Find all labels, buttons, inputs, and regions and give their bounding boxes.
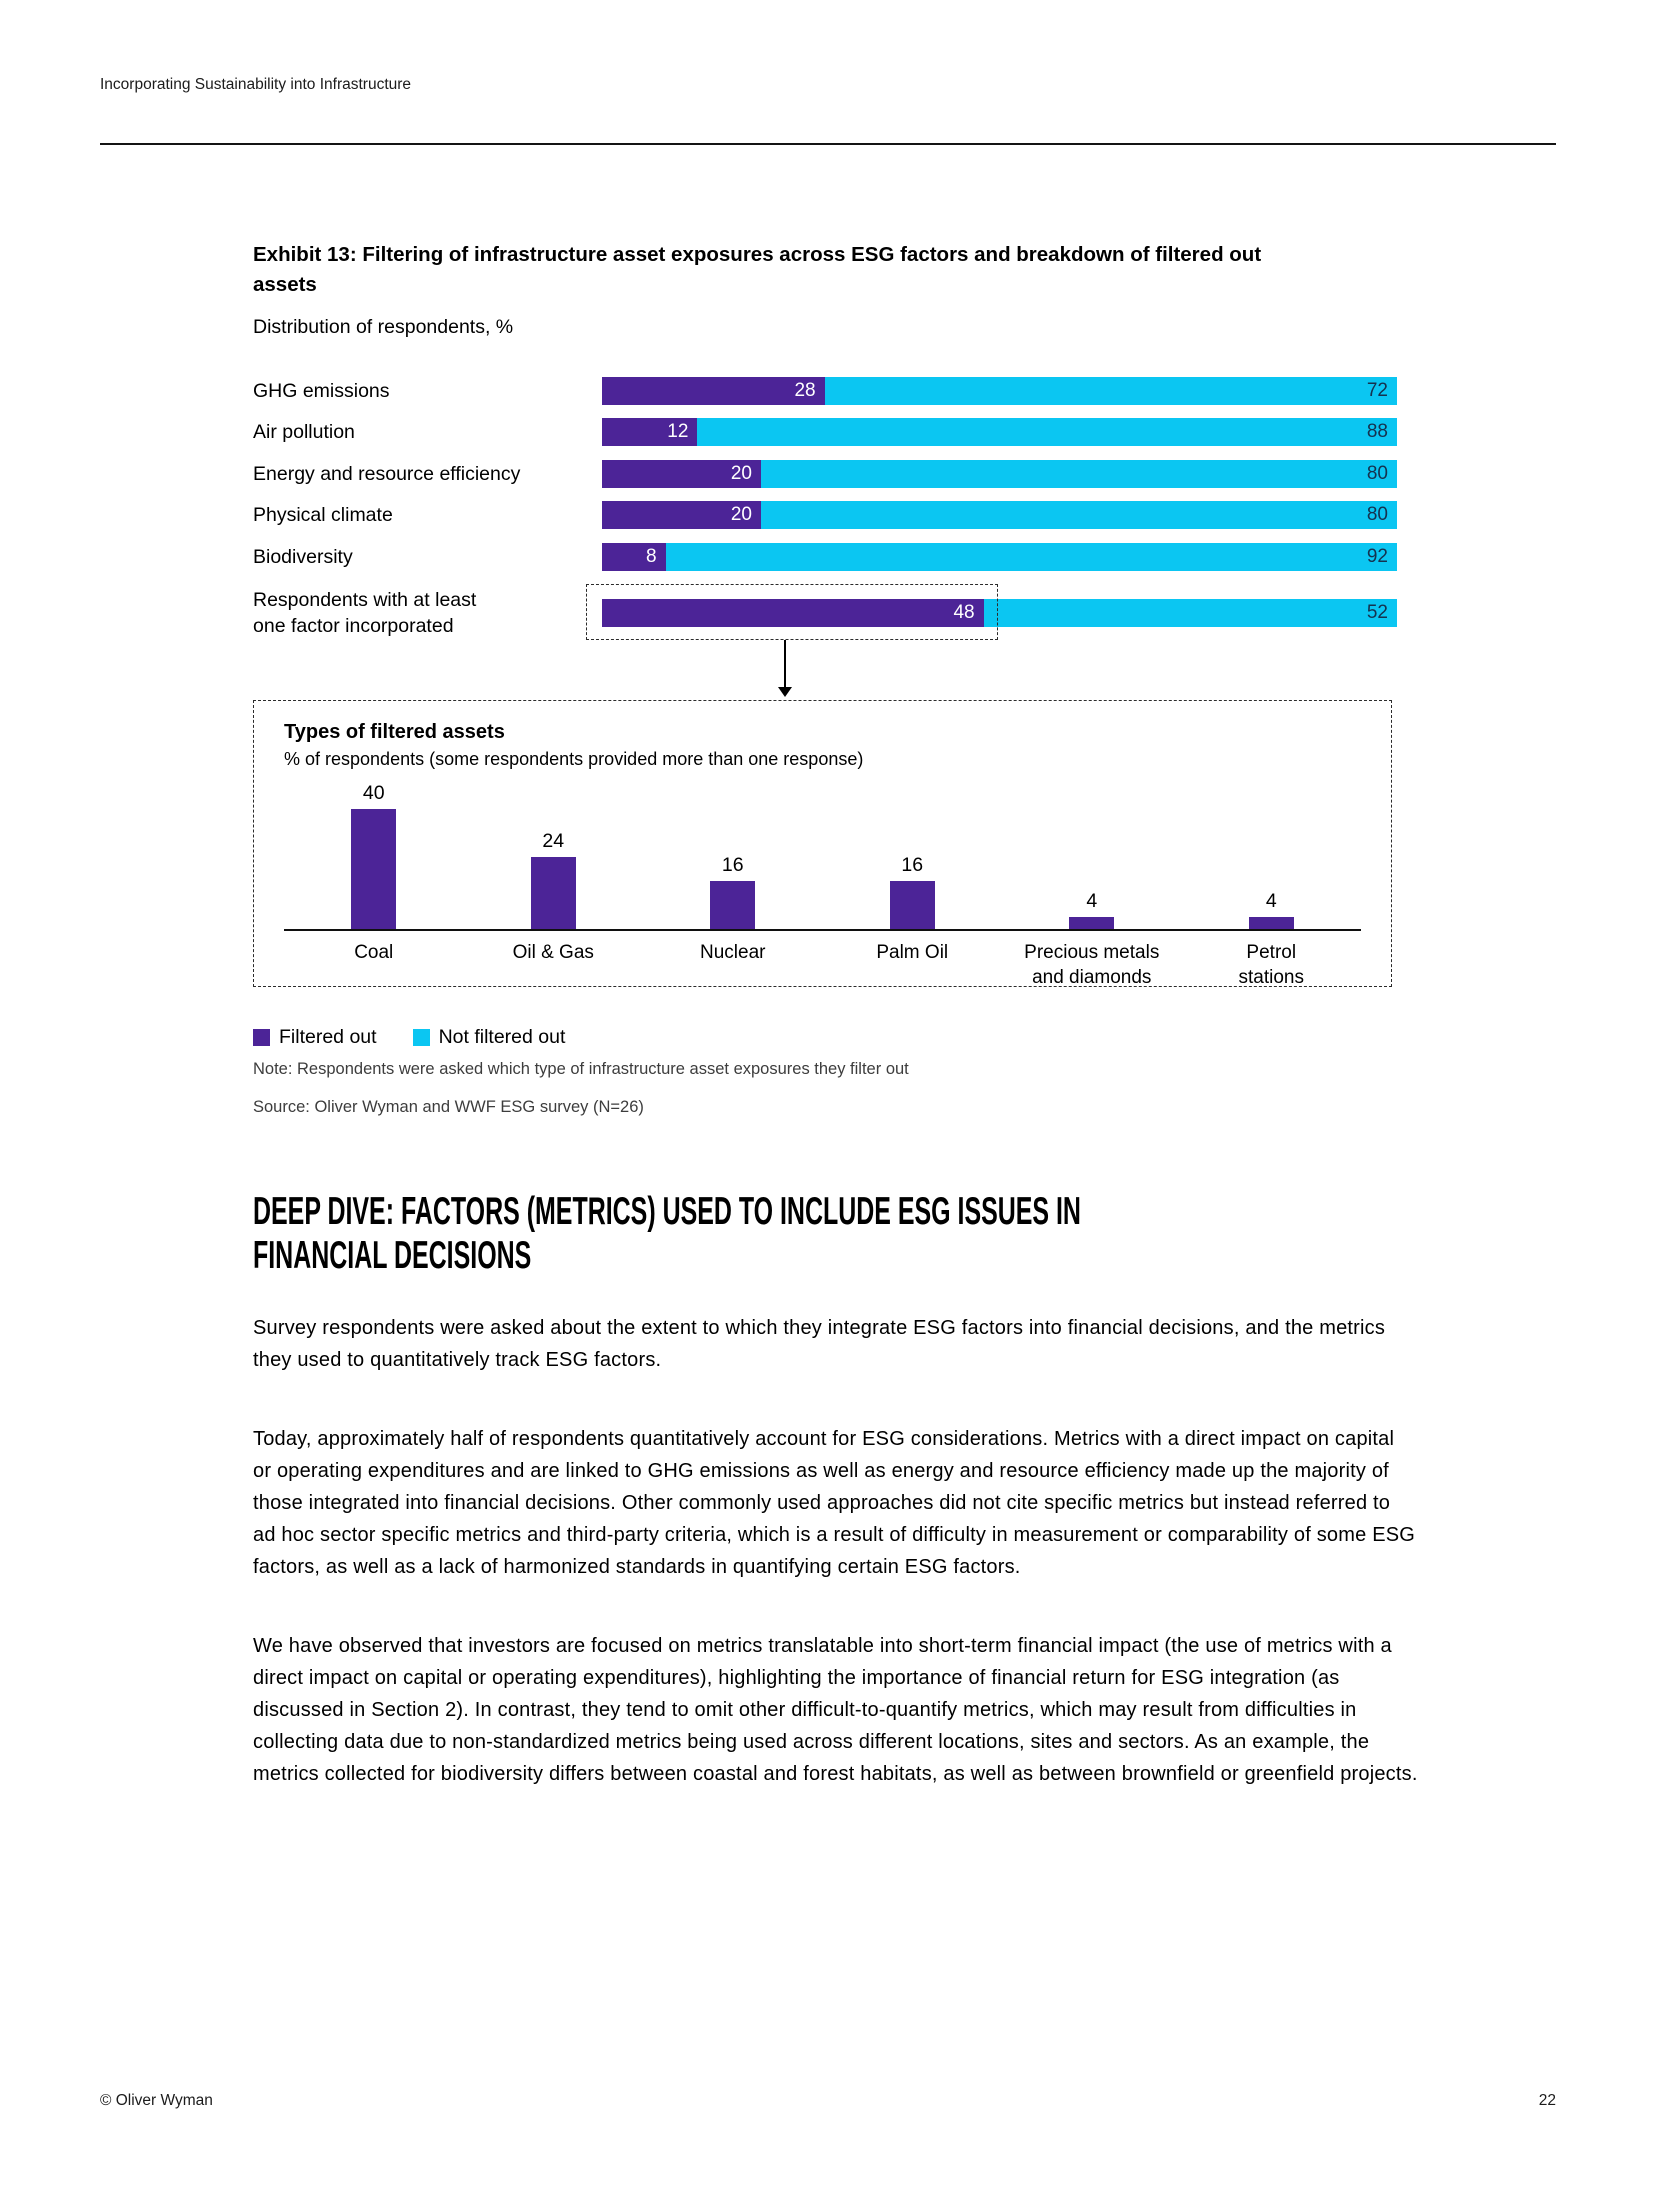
column: 4	[1182, 890, 1362, 929]
filtered-out-swatch-icon	[253, 1029, 270, 1046]
column-category-label: Nuclear	[700, 942, 766, 963]
exhibit-subtitle: Distribution of respondents, %	[253, 316, 514, 338]
paragraph: Survey respondents were asked about the …	[253, 1317, 1386, 1371]
segment-value-label: 88	[1366, 421, 1388, 443]
exhibit-title: Exhibit 13: Filtering of infrastructure …	[253, 243, 1262, 296]
stacked-bar-row: Energy and resource efficiency 20 80	[253, 453, 1397, 495]
exhibit-source: Source: Oliver Wyman and WWF ESG survey …	[253, 1098, 644, 1116]
column: 4	[1002, 890, 1182, 929]
column-value-label: 40	[362, 782, 385, 804]
column: 40	[284, 782, 464, 929]
not-filtered-out-segment: 88	[697, 418, 1397, 447]
not-filtered-out-segment: 72	[824, 376, 1397, 405]
segment-value-label: 20	[730, 462, 752, 484]
legend-item-filtered-out: Filtered out	[253, 1026, 377, 1049]
segment-value-label: 72	[1366, 379, 1388, 401]
segment-value-label: 52	[1366, 601, 1388, 623]
segment-value-label: 48	[953, 601, 975, 623]
section-heading: DEEP DIVE: FACTORS (METRICS) USED TO INC…	[253, 1190, 1081, 1278]
column-category-label: Precious metals and diamonds	[1024, 942, 1160, 988]
row-label: Energy and resource efficiency	[253, 462, 521, 485]
column-value-label: 24	[542, 830, 565, 852]
filtered-out-segment: 48	[602, 598, 984, 627]
stacked-bar-chart: GHG emissions 28 72 Air pollution 12 88 Energy…	[253, 370, 1397, 640]
segment-value-label: 80	[1366, 462, 1388, 484]
row-track: 12 88	[602, 418, 1397, 447]
column-chart-labels: Coal Oil & Gas Nuclear Palm Oil Precious met…	[284, 931, 1361, 990]
filtered-assets-box: Types of filtered assets % of respondent…	[253, 700, 1392, 990]
footer-page-number: 22	[1538, 2092, 1556, 2109]
paragraph: We have observed that investors are focu…	[253, 1635, 1418, 1785]
column-value-label: 4	[1265, 890, 1277, 912]
row-track: 28 72	[602, 376, 1397, 405]
stacked-bar-row: Air pollution 12 88	[253, 412, 1397, 454]
arrow-down-connector	[784, 640, 786, 688]
column-value-label: 16	[901, 854, 924, 876]
segment-value-label: 80	[1366, 504, 1388, 526]
not-filtered-out-segment: 80	[761, 501, 1397, 530]
column-category-label: Petrol stations	[1238, 942, 1304, 988]
paragraph: Today, approximately half of respondents…	[253, 1428, 1416, 1578]
column-bar	[1069, 917, 1115, 929]
segment-value-label: 28	[794, 379, 816, 401]
column-category-label: Palm Oil	[876, 942, 949, 963]
stacked-bar-row: Physical climate 20 80	[253, 495, 1397, 537]
segment-value-label: 92	[1366, 545, 1388, 567]
inner-chart-subtitle: % of respondents (some respondents provi…	[284, 749, 864, 769]
not-filtered-out-segment: 92	[665, 542, 1397, 571]
column-category-label: Oil & Gas	[512, 942, 594, 963]
row-track: 48 52	[586, 583, 1397, 640]
not-filtered-out-segment: 80	[761, 459, 1397, 488]
column-value-label: 4	[1086, 890, 1098, 912]
not-filtered-out-segment: 52	[983, 598, 1397, 627]
column-value-label: 16	[721, 854, 744, 876]
column-category-label: Coal	[354, 942, 394, 963]
legend-item-not-filtered-out: Not filtered out	[412, 1026, 566, 1049]
arrow-down-icon	[778, 687, 792, 697]
column-bar	[710, 881, 756, 929]
column-bar	[351, 809, 397, 929]
column-bar	[889, 881, 935, 929]
exhibit-note: Note: Respondents were asked which type …	[253, 1060, 909, 1078]
body-copy: Survey respondents were asked about the …	[253, 1312, 1418, 1837]
inner-chart-title: Types of filtered assets	[284, 721, 505, 743]
column-chart-bars: 40 24 16 16 4 4	[284, 782, 1361, 931]
column-bar	[1248, 917, 1294, 929]
filtered-out-segment: 20	[602, 501, 761, 530]
column: 24	[464, 830, 644, 929]
column: 16	[643, 854, 823, 929]
header-rule	[100, 143, 1556, 145]
not-filtered-out-swatch-icon	[412, 1029, 430, 1046]
row-track: 8 92	[602, 542, 1397, 571]
stacked-bar-row: GHG emissions 28 72	[253, 370, 1397, 412]
column-bar	[530, 857, 576, 929]
legend-label: Not filtered out	[438, 1026, 566, 1048]
legend-label: Filtered out	[279, 1026, 377, 1048]
filtered-out-segment: 8	[602, 542, 666, 571]
row-label: GHG emissions	[253, 379, 390, 402]
section-heading-line: FINANCIAL DECISIONS	[253, 1234, 532, 1277]
row-track: 20 80	[602, 501, 1397, 530]
row-label: Air pollution	[253, 421, 355, 444]
segment-value-label: 8	[646, 545, 657, 567]
chart-legend: Filtered out Not filtered out	[253, 1026, 565, 1049]
stacked-bar-row: Biodiversity 8 92	[253, 536, 1397, 578]
stacked-bar-row: Respondents with at least one factor inc…	[253, 583, 1397, 640]
column: 16	[823, 854, 1003, 929]
running-header: Incorporating Sustainability into Infras…	[100, 76, 412, 93]
footer-copyright: © Oliver Wyman	[100, 2092, 213, 2109]
row-label: Physical climate	[253, 504, 393, 527]
filtered-out-segment: 20	[602, 459, 761, 488]
row-label: Respondents with at least one factor inc…	[253, 588, 477, 637]
segment-value-label: 12	[667, 421, 689, 443]
segment-value-label: 20	[730, 504, 752, 526]
filtered-out-segment: 12	[602, 418, 698, 447]
row-track: 20 80	[602, 459, 1397, 488]
filtered-out-segment: 28	[602, 376, 825, 405]
section-heading-line: DEEP DIVE: FACTORS (METRICS) USED TO INC…	[253, 1190, 1081, 1233]
row-label: Biodiversity	[253, 545, 353, 568]
